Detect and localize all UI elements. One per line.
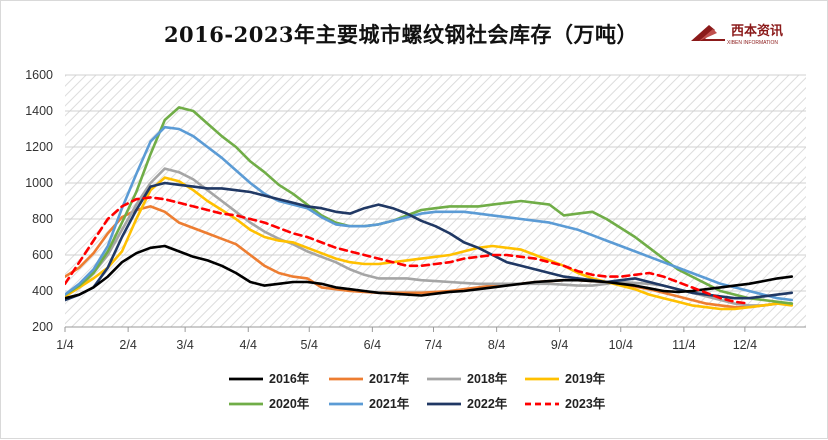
legend-label: 2018年	[467, 371, 508, 386]
y-tick-label: 1000	[25, 176, 53, 190]
series-line-2021年	[65, 125, 794, 302]
x-tick-label: 9/4	[551, 338, 568, 352]
legend-label: 2016年	[269, 371, 310, 386]
y-tick-label: 1600	[25, 68, 53, 82]
y-tick-label: 600	[32, 248, 53, 262]
legend-label: 2022年	[467, 396, 508, 411]
y-axis: 200 400 600 800 1000 1200 1400 1600	[25, 68, 53, 334]
x-tick-label: 12/4	[733, 338, 757, 352]
series-line-2022年	[65, 181, 794, 302]
y-tick-label: 1200	[25, 140, 53, 154]
series-group	[65, 106, 794, 311]
y-tick-label: 400	[32, 284, 53, 298]
y-tick-label: 800	[32, 212, 53, 226]
xiben-logo: 西本资讯 XIBEN INFORMATION	[691, 23, 783, 46]
x-tick-label: 3/4	[176, 338, 193, 352]
x-tick-label: 6/4	[364, 338, 381, 352]
legend-label: 2019年	[565, 371, 606, 386]
x-tick-label: 8/4	[488, 338, 505, 352]
series-line-2023年	[65, 196, 751, 305]
x-tick-label: 11/4	[672, 338, 695, 352]
legend: 2016年 2017年 2018年 2019年 2020年 2021年 2022年 2023年	[229, 371, 606, 411]
y-tick-label: 200	[32, 320, 53, 334]
chart-title: 2016-2023年主要城市螺纹钢社会库存（万吨）	[163, 22, 639, 47]
x-tick-label: 5/4	[301, 338, 318, 352]
logo-text: 西本资讯	[731, 23, 783, 39]
series-line-2016年	[65, 244, 794, 300]
x-tick-label: 7/4	[425, 338, 442, 352]
x-tick-label: 10/4	[609, 338, 633, 352]
y-tick-label: 1400	[25, 104, 53, 118]
legend-label: 2023年	[565, 396, 606, 411]
x-tick-label: 4/4	[240, 338, 257, 352]
x-tick-label: 2/4	[119, 338, 136, 352]
x-tick-label: 1/4	[56, 338, 73, 352]
x-axis: 1/4 2/4 3/4 4/4 5/4 6/4 7/4 8/4 9/4 10/4 11/4 12/4	[56, 326, 806, 352]
legend-label: 2021年	[369, 396, 410, 411]
series-line-2017年	[65, 205, 794, 309]
legend-label: 2017年	[369, 371, 410, 386]
logo-subtext: XIBEN INFORMATION	[727, 40, 778, 46]
legend-label: 2020年	[269, 396, 310, 411]
